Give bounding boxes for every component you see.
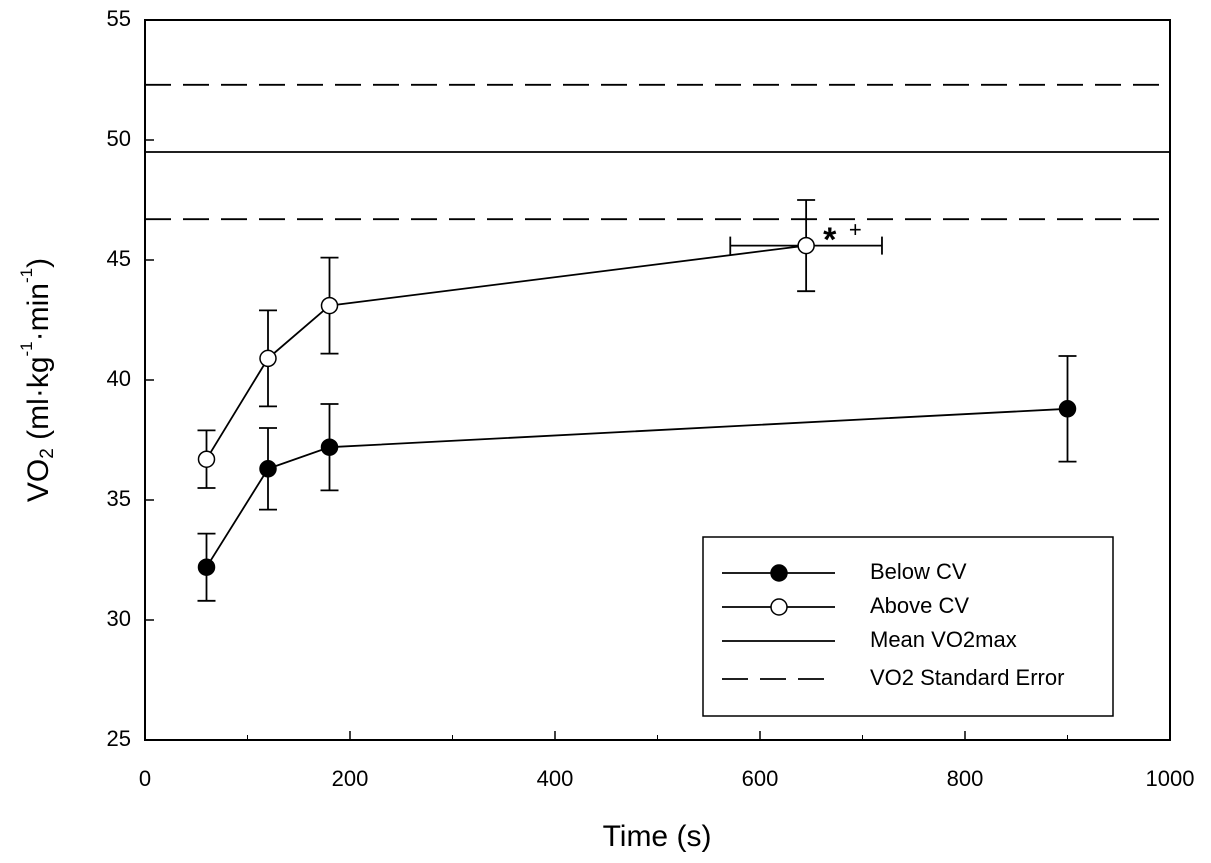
data-point bbox=[797, 236, 815, 255]
x-tick-label: 200 bbox=[332, 766, 369, 791]
x-axis-label: Time (s) bbox=[603, 820, 712, 853]
data-point bbox=[259, 460, 277, 478]
legend-label: Above CV bbox=[870, 593, 969, 618]
y-tick-label: 50 bbox=[107, 126, 131, 151]
x-tick-label: 800 bbox=[947, 766, 984, 791]
x-tick-label: 1000 bbox=[1146, 766, 1195, 791]
legend-marker bbox=[770, 564, 788, 582]
y-label-sup: -1 bbox=[17, 268, 36, 283]
y-label-sup: -1 bbox=[17, 341, 36, 356]
annotation: + bbox=[849, 217, 862, 242]
y-axis-label: VO2 (ml·kg-1·min-1) bbox=[17, 258, 58, 502]
y-tick-label: 40 bbox=[107, 366, 131, 391]
legend-label: VO2 Standard Error bbox=[870, 665, 1064, 690]
y-label-part: (ml·kg bbox=[22, 357, 55, 449]
legend-box bbox=[702, 536, 1114, 717]
y-tick-label: 30 bbox=[107, 606, 131, 631]
legend-label: Below CV bbox=[870, 559, 967, 584]
x-tick-label: 600 bbox=[742, 766, 779, 791]
series-line bbox=[205, 407, 1068, 568]
data-point bbox=[259, 349, 277, 368]
series-line bbox=[205, 244, 807, 460]
data-point bbox=[320, 296, 339, 315]
y-tick-label: 35 bbox=[107, 486, 131, 511]
annotation: * bbox=[823, 221, 837, 259]
legend-label: Mean VO2max bbox=[870, 627, 1017, 652]
legend-marker bbox=[770, 598, 788, 616]
data-point bbox=[197, 450, 216, 468]
y-tick-label: 55 bbox=[107, 6, 131, 31]
y-label-part: ) bbox=[22, 258, 55, 268]
x-tick-label: 400 bbox=[537, 766, 574, 791]
data-point bbox=[1058, 400, 1077, 418]
y-tick-label: 45 bbox=[107, 246, 131, 271]
x-tick-label: 0 bbox=[139, 766, 151, 791]
y-label-sub: 2 bbox=[37, 448, 58, 459]
y-label-part: ·min bbox=[22, 283, 55, 341]
data-point bbox=[197, 558, 216, 576]
y-label-part: VO bbox=[22, 459, 55, 502]
y-tick-label: 25 bbox=[107, 726, 131, 751]
data-point bbox=[320, 438, 339, 456]
